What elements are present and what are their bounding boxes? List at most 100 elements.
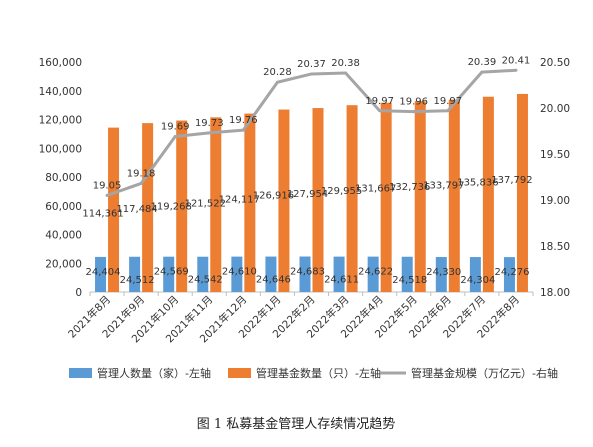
data-label-managers: 24,646 bbox=[256, 275, 291, 286]
y-left-tick-label: 100,000 bbox=[39, 143, 82, 155]
data-label-funds: 119,268 bbox=[151, 202, 192, 213]
legend-swatch-managers bbox=[69, 368, 92, 378]
data-label-managers: 24,542 bbox=[188, 275, 223, 286]
data-label-funds: 132,736 bbox=[389, 182, 430, 193]
data-label-scale: 19.73 bbox=[195, 118, 224, 129]
bar-managers bbox=[333, 256, 345, 292]
bar-funds bbox=[278, 109, 290, 292]
bar-managers bbox=[163, 256, 175, 292]
legend: 管理人数量（家）-左轴 管理基金数量（只）-左轴 管理基金规模（万亿元）-右轴 bbox=[69, 366, 558, 380]
line-point bbox=[378, 109, 382, 113]
y-left-tick-label: 160,000 bbox=[39, 57, 82, 69]
legend-label-funds: 管理基金数量（只）-左轴 bbox=[256, 366, 381, 380]
bar-managers bbox=[231, 256, 243, 292]
data-label-scale: 19.18 bbox=[127, 168, 156, 179]
y-left-tick-label: 140,000 bbox=[39, 86, 82, 98]
data-label-managers: 24,518 bbox=[392, 275, 427, 286]
data-label-funds: 126,916 bbox=[253, 191, 294, 202]
bar-funds bbox=[210, 117, 222, 292]
data-label-managers: 24,512 bbox=[120, 275, 155, 286]
bar-funds bbox=[516, 93, 528, 292]
y-right-tick-label: 19.00 bbox=[540, 195, 570, 207]
line-point bbox=[241, 128, 245, 132]
line-point bbox=[310, 72, 313, 76]
data-label-scale: 19.97 bbox=[433, 96, 462, 107]
legend-label-scale: 管理基金规模（万亿元）-右轴 bbox=[411, 366, 558, 380]
legend-label-managers: 管理人数量（家）-左轴 bbox=[97, 366, 211, 380]
bar-funds bbox=[448, 99, 460, 292]
y-right-tick-label: 20.00 bbox=[540, 103, 570, 115]
y-right-tick-label: 18.50 bbox=[540, 241, 570, 253]
data-label-funds: 137,792 bbox=[491, 175, 532, 186]
bar-funds bbox=[244, 113, 256, 292]
data-label-managers: 24,304 bbox=[460, 275, 495, 286]
data-labels-group: 24,404 114,361 24,512 117,484 24,569 119,268 2… bbox=[82, 55, 532, 286]
bar-funds bbox=[380, 102, 392, 292]
line-point bbox=[514, 68, 518, 72]
bar-funds bbox=[176, 120, 188, 292]
data-label-managers: 24,569 bbox=[154, 267, 189, 278]
figure-caption: 图 1 私募基金管理人存续情况趋势 bbox=[197, 416, 396, 432]
data-label-funds: 117,484 bbox=[116, 204, 157, 215]
bar-funds bbox=[108, 127, 120, 292]
line-point bbox=[344, 71, 348, 75]
y-left-tick-label: 0 bbox=[75, 287, 82, 299]
data-label-scale: 20.38 bbox=[331, 58, 360, 69]
data-label-funds: 124,117 bbox=[219, 195, 260, 206]
bar-managers bbox=[367, 256, 379, 292]
bar-funds bbox=[414, 101, 426, 292]
line-point bbox=[105, 193, 109, 197]
bar-managers bbox=[95, 256, 107, 292]
bar-managers bbox=[299, 256, 311, 292]
data-label-funds: 131,667 bbox=[355, 184, 396, 195]
bar-managers bbox=[435, 257, 447, 292]
bar-funds bbox=[312, 108, 324, 292]
y-left-tick-label: 120,000 bbox=[39, 115, 82, 127]
line-point bbox=[480, 70, 484, 74]
line-point bbox=[139, 181, 143, 185]
line-point bbox=[446, 109, 450, 113]
data-label-funds: 133,797 bbox=[423, 181, 464, 192]
bar-funds bbox=[346, 105, 358, 292]
data-label-managers: 24,404 bbox=[86, 267, 121, 278]
data-label-funds: 129,955 bbox=[321, 186, 362, 197]
data-label-managers: 24,611 bbox=[324, 275, 359, 286]
data-label-scale: 20.39 bbox=[468, 57, 497, 68]
bar-managers bbox=[469, 257, 481, 292]
y-right-tick-label: 18.00 bbox=[540, 287, 570, 299]
data-label-scale: 19.05 bbox=[93, 180, 122, 191]
legend-swatch-funds bbox=[228, 368, 251, 378]
bar-managers bbox=[265, 256, 277, 292]
data-label-managers: 24,276 bbox=[494, 267, 529, 278]
data-label-scale: 20.41 bbox=[502, 55, 531, 66]
line-point bbox=[412, 110, 416, 114]
data-label-scale: 20.37 bbox=[297, 59, 326, 70]
data-label-funds: 127,954 bbox=[287, 189, 328, 200]
data-label-managers: 24,610 bbox=[222, 267, 257, 278]
y-left-tick-label: 60,000 bbox=[45, 201, 82, 213]
line-group bbox=[105, 68, 518, 197]
y-right-tick-label: 20.50 bbox=[540, 57, 570, 69]
line-point bbox=[275, 80, 279, 84]
data-label-scale: 20.28 bbox=[263, 67, 292, 78]
y-left-tick-label: 40,000 bbox=[45, 230, 82, 242]
bar-managers bbox=[129, 256, 141, 292]
bar-managers bbox=[503, 257, 515, 292]
y-left-tick-label: 80,000 bbox=[45, 172, 82, 184]
bar-funds bbox=[142, 123, 154, 292]
bar-managers bbox=[197, 256, 209, 292]
data-label-scale: 19.69 bbox=[161, 122, 190, 133]
data-label-funds: 121,522 bbox=[185, 198, 226, 209]
line-point bbox=[207, 131, 211, 135]
data-label-managers: 24,622 bbox=[358, 267, 393, 278]
line-point bbox=[173, 135, 177, 139]
data-label-managers: 24,330 bbox=[426, 267, 461, 278]
y-left-tick-label: 20,000 bbox=[45, 258, 82, 270]
bars-group bbox=[95, 93, 528, 292]
data-label-scale: 19.76 bbox=[229, 115, 258, 126]
bar-funds bbox=[482, 96, 494, 292]
bar-managers bbox=[401, 256, 413, 292]
data-label-funds: 114,361 bbox=[82, 209, 123, 220]
